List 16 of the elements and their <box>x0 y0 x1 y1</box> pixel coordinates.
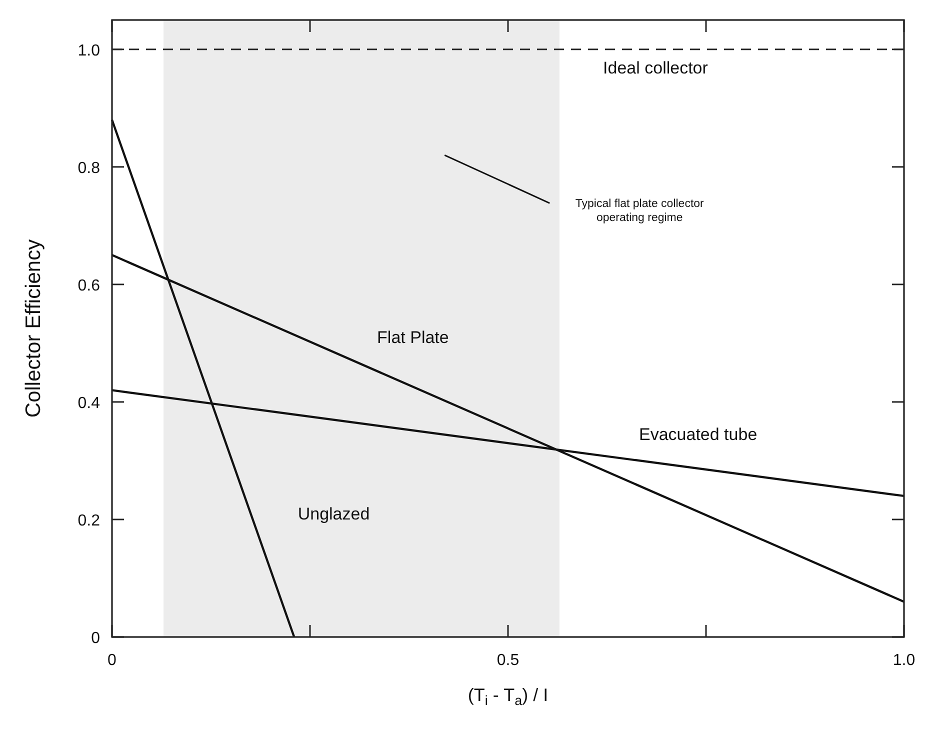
series-label: Flat Plate <box>377 328 449 348</box>
x-tick-label: 1.0 <box>892 652 916 669</box>
text: Unglazed <box>298 504 370 524</box>
annotation: Typical flat plate collector operating regime <box>575 198 704 224</box>
y-tick-label: 0 <box>91 630 100 647</box>
y-tick-label: 1.0 <box>78 42 100 60</box>
y-tick-label: 0.8 <box>78 160 100 177</box>
y-axis-title: Collector Efficiency <box>22 238 45 418</box>
series-label: Evacuated tube <box>639 425 758 444</box>
x-tick-label: 0 <box>108 652 117 669</box>
x-axis-title: (T$_{i}$ - T$_{a}$) / I <box>468 685 548 708</box>
y-tick-label: 0.4 <box>78 394 100 412</box>
ref-line-label: Ideal collector <box>603 58 708 78</box>
y-tick-label: 0.2 <box>78 512 100 530</box>
x-tick-label: 0.5 <box>496 652 520 669</box>
y-tick-label: 0.6 <box>78 277 100 294</box>
